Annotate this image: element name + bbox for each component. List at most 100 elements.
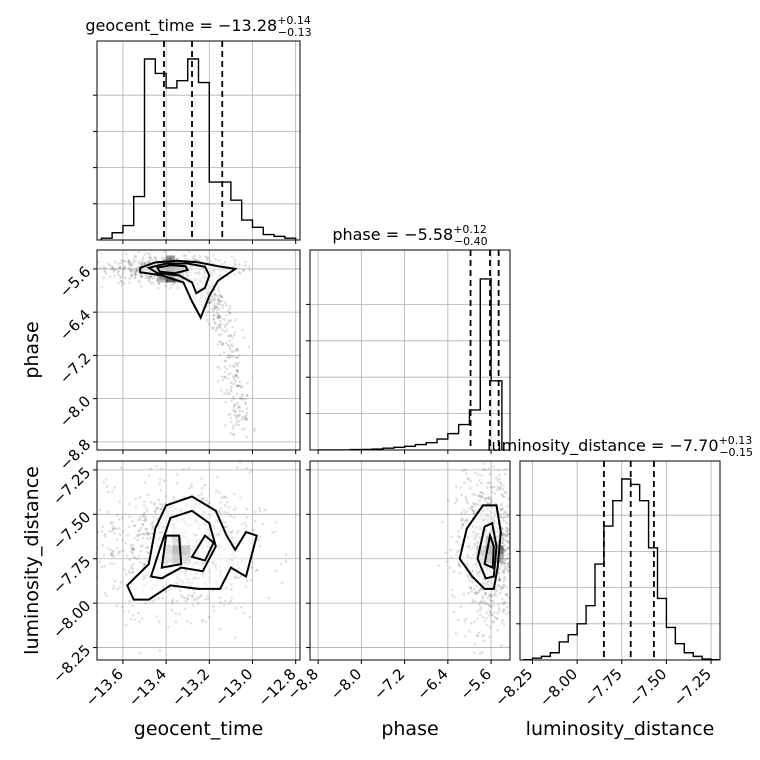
sample-point [233, 409, 237, 413]
sample-point [229, 387, 233, 391]
sample-point [506, 513, 509, 517]
sample-point [150, 522, 154, 526]
sample-point [497, 568, 501, 572]
sample-point [129, 458, 132, 461]
sample-point [121, 272, 125, 275]
sample-point [158, 482, 162, 485]
panel-frame [309, 249, 511, 451]
sample-point [454, 631, 458, 635]
sample-point [172, 498, 176, 502]
sample-point [539, 529, 542, 532]
sample-point [205, 258, 209, 261]
sample-point [212, 313, 216, 317]
sample-point [138, 496, 142, 499]
sample-point [139, 652, 142, 655]
sample-point [484, 592, 487, 596]
sample-point [220, 343, 224, 347]
sample-point [112, 584, 116, 588]
sample-point [480, 650, 484, 654]
sample-point [109, 548, 113, 552]
sample-point [142, 519, 146, 523]
sample-point [490, 599, 493, 603]
sample-point [231, 336, 234, 340]
sample-point [157, 286, 160, 290]
sample-point [218, 326, 221, 329]
sample-point [502, 515, 506, 518]
sample-point [228, 311, 232, 315]
sample-point [215, 489, 218, 493]
title-plus: +0.14 [277, 14, 311, 27]
sample-point [481, 496, 485, 499]
sample-point [236, 369, 239, 373]
sample-point [491, 620, 495, 624]
sample-point [514, 567, 517, 570]
sample-point [450, 588, 454, 592]
sample-point [113, 268, 116, 272]
sample-point [520, 596, 523, 599]
sample-point [497, 487, 501, 490]
sample-point [499, 644, 503, 647]
sample-point [235, 371, 239, 374]
sample-point [88, 599, 91, 602]
sample-point [228, 355, 232, 359]
sample-point [217, 333, 221, 336]
sample-point [127, 569, 131, 573]
sample-point [247, 265, 251, 269]
sample-point [460, 511, 464, 515]
sample-point [235, 374, 238, 378]
sample-point [522, 600, 525, 603]
sample-point [218, 299, 221, 303]
sample-point [514, 526, 517, 529]
sample-point [225, 322, 229, 326]
sample-point [149, 500, 153, 504]
sample-point [139, 533, 143, 536]
sample-point [141, 513, 145, 517]
sample-point [237, 419, 241, 423]
sample-point [511, 642, 514, 645]
sample-point [105, 485, 109, 488]
sample-point [140, 261, 144, 265]
sample-point [235, 465, 239, 469]
sample-point [142, 532, 146, 536]
sample-point [241, 409, 245, 413]
title-minus: −0.13 [278, 26, 312, 39]
sample-point [148, 260, 151, 263]
sample-point [90, 540, 93, 543]
sample-point [466, 518, 469, 521]
sample-point [131, 264, 134, 267]
sample-point [161, 506, 164, 509]
sample-point [501, 487, 505, 491]
sample-point [167, 257, 170, 261]
sample-point [134, 254, 137, 258]
sample-point [156, 247, 159, 250]
x-axis-label-luminosity_distance: luminosity_distance [526, 718, 715, 740]
sample-point [218, 293, 222, 297]
sample-point [147, 274, 151, 278]
sample-point [467, 591, 470, 595]
sample-point [513, 543, 516, 546]
sample-point [119, 280, 123, 283]
sample-point [192, 258, 195, 261]
sample-point [507, 569, 510, 572]
sample-point [502, 569, 506, 573]
sample-point [220, 328, 224, 331]
sample-point [220, 295, 224, 299]
sample-point [235, 362, 239, 366]
sample-point [103, 591, 107, 595]
sample-point [502, 495, 506, 499]
sample-point [475, 592, 478, 596]
sample-point [230, 399, 233, 402]
sample-point [136, 538, 140, 542]
sample-point [468, 579, 471, 582]
sample-point [506, 556, 510, 560]
grid [520, 461, 720, 660]
sample-point [478, 613, 482, 616]
sample-point [200, 594, 203, 597]
sample-point [152, 503, 156, 507]
sample-point [112, 555, 115, 558]
sample-point [503, 577, 507, 581]
sample-point [237, 413, 240, 417]
sample-point [202, 497, 205, 500]
sample-point [141, 258, 144, 262]
sample-point [117, 526, 121, 530]
